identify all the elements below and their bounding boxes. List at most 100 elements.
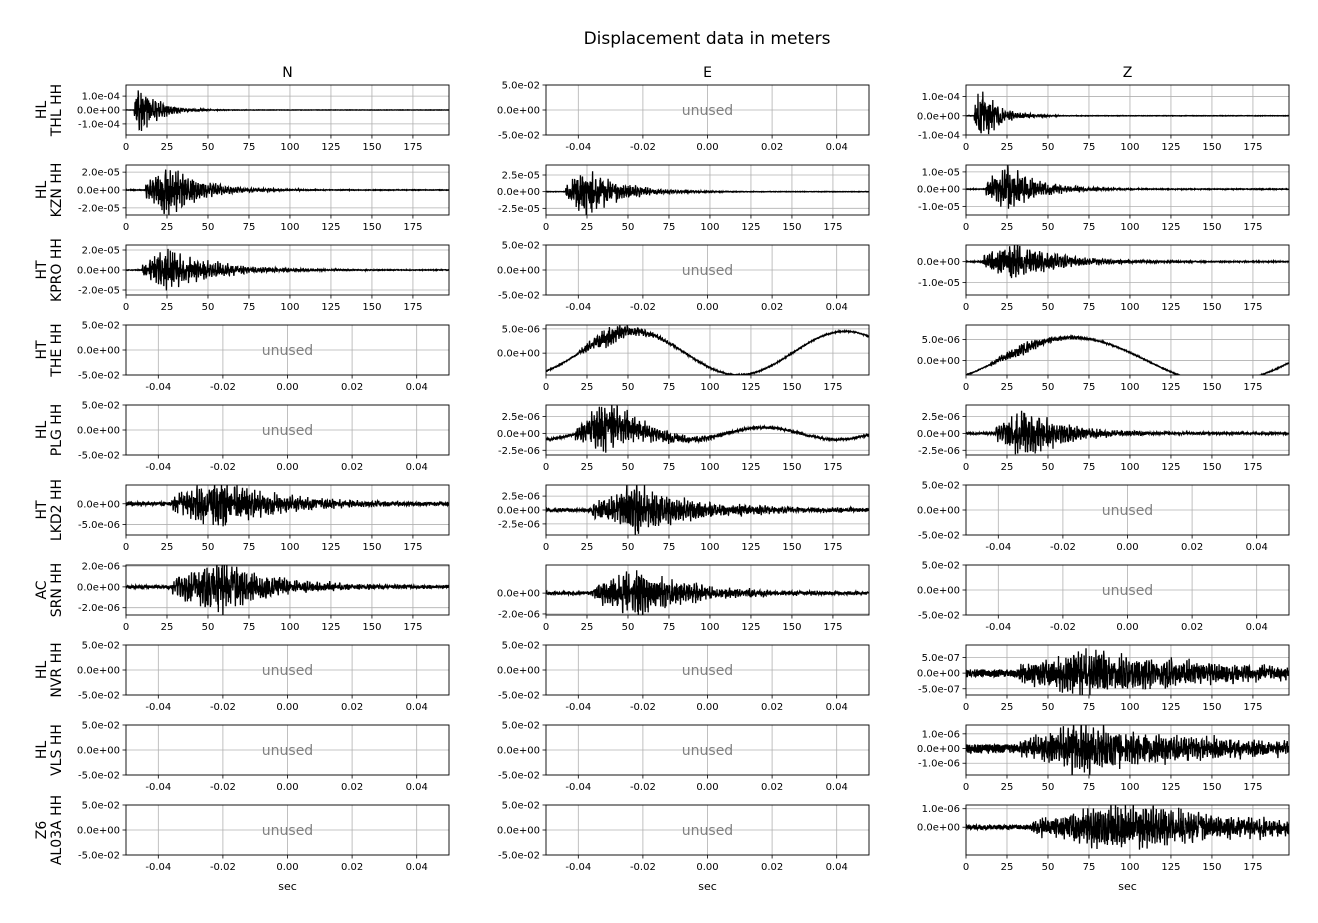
x-tick-label: -0.04 [145, 462, 171, 473]
x-tick-label: 175 [1243, 302, 1262, 313]
panel-frame [965, 164, 1290, 216]
panel-frame [545, 164, 870, 216]
waveform-trace [966, 648, 1289, 695]
row-label: ACSRN HH [34, 563, 65, 618]
y-tick-label: -2.5e-06 [498, 519, 540, 530]
x-tick-label: 25 [581, 462, 594, 473]
y-tick-label: 0.0e+00 [497, 589, 540, 600]
x-tick-label: 150 [1202, 702, 1221, 713]
x-tick-label: 125 [741, 462, 760, 473]
x-tick-label: 0.02 [761, 302, 783, 313]
x-tick-label: 50 [202, 142, 215, 153]
x-tick-label: 50 [1042, 382, 1055, 393]
trace-panel: 0 25 50 75 100 125 150 175 0.0e+00 -5.0e-06 [77, 484, 450, 553]
x-tick-label: 150 [782, 222, 801, 233]
x-tick-label: 0.02 [761, 142, 783, 153]
x-tick-label: 0.04 [1246, 542, 1268, 553]
x-tick-label: 125 [1161, 782, 1180, 793]
trace-panel: 0 25 50 75 100 125 150 175 0.0e+00 -1.0e-05 [917, 244, 1290, 313]
row-label-line: KZN HH [49, 163, 65, 218]
x-tick-label: 175 [1243, 382, 1262, 393]
y-tick-label: 1.0e-04 [82, 92, 120, 103]
x-tick-label: -0.04 [985, 622, 1011, 633]
y-tick-label: 5.0e-02 [502, 801, 540, 812]
x-tick-label: 175 [1243, 782, 1262, 793]
waveform-trace [966, 245, 1289, 279]
row-label: HLNVR HH [34, 642, 65, 697]
x-tick-label: 75 [243, 222, 256, 233]
y-tick-label: 0.0e+00 [497, 429, 540, 440]
x-tick-label: 25 [1001, 462, 1014, 473]
y-tick-label: -5.0e-02 [78, 451, 120, 462]
y-tick-label: 5.0e-02 [82, 321, 120, 332]
x-tick-label: 150 [362, 542, 381, 553]
waveform-trace [126, 90, 449, 132]
x-tick-label: -0.04 [985, 542, 1011, 553]
x-tick-label: 0.00 [276, 702, 298, 713]
x-tick-label: 0 [963, 142, 969, 153]
unused-label: unused [682, 663, 733, 679]
x-tick-label: 150 [1202, 862, 1221, 873]
column-title-n: N [282, 65, 292, 81]
x-tick-label: 125 [1161, 222, 1180, 233]
x-tick-label: 100 [1120, 222, 1139, 233]
x-axis-label: sec [1118, 880, 1137, 893]
row-label-line: THE HH [49, 323, 65, 377]
trace-panel: 0 25 50 75 100 125 150 175 2.5e-06 0.0e+00 -2.5e-0… [497, 484, 870, 553]
x-tick-label: 25 [581, 382, 594, 393]
y-tick-label: 1.0e-06 [922, 804, 960, 815]
x-tick-label: 125 [1161, 862, 1180, 873]
y-tick-label: 0.0e+00 [77, 186, 120, 197]
unused-panel: unused -0.04 -0.02 0.00 0.02 0.04 5.0e-02 0.0e+… [497, 721, 870, 793]
x-tick-label: 175 [403, 222, 422, 233]
x-tick-label: 175 [823, 222, 842, 233]
x-tick-label: 0.00 [1116, 622, 1138, 633]
panel-frame [545, 404, 870, 456]
x-tick-label: 175 [1243, 462, 1262, 473]
unused-label: unused [682, 103, 733, 119]
y-tick-label: 1.0e-06 [922, 729, 960, 740]
y-tick-label: 0.0e+00 [917, 429, 960, 440]
x-tick-label: 0.02 [761, 702, 783, 713]
y-tick-label: -1.0e-05 [918, 278, 960, 289]
trace-panel: 0 25 50 75 100 125 150 175 2.5e-05 0.0e+00 -2.5e-0… [497, 164, 870, 233]
x-tick-label: -0.04 [145, 782, 171, 793]
x-tick-label: 25 [581, 542, 594, 553]
x-tick-label: 50 [1042, 782, 1055, 793]
trace-panel: 0 25 50 75 100 125 150 175 1.0e-05 0.0e+00 -1.0e-0… [917, 164, 1290, 233]
y-tick-label: -2.5e-05 [498, 204, 540, 215]
x-tick-label: 100 [700, 542, 719, 553]
x-tick-label: 0.00 [696, 862, 718, 873]
trace-panel: 0 25 50 75 100 125 150 175 5.0e-07 0.0e+00 -5.0e-0… [917, 644, 1290, 713]
y-tick-label: 5.0e-02 [502, 241, 540, 252]
x-tick-label: 25 [1001, 382, 1014, 393]
x-tick-label: 0 [963, 382, 969, 393]
y-tick-label: 5.0e-02 [502, 641, 540, 652]
unused-panel: unused -0.04 -0.02 0.00 0.02 0.04 5.0e-02 0.0e+… [77, 321, 450, 393]
x-tick-label: -0.02 [630, 782, 656, 793]
row-label: HLTHL HH [34, 84, 65, 137]
x-tick-label: 0.02 [341, 382, 363, 393]
x-tick-label: 150 [782, 382, 801, 393]
x-tick-label: 100 [280, 542, 299, 553]
x-tick-label: 125 [1161, 462, 1180, 473]
x-tick-label: 175 [403, 542, 422, 553]
x-tick-label: 150 [1202, 222, 1221, 233]
unused-panel: unused -0.04 -0.02 0.00 0.02 0.04 5.0e-02 0.0e+… [497, 801, 870, 893]
y-tick-label: -1.0e-04 [918, 131, 960, 142]
y-tick-label: -5.0e-02 [498, 131, 540, 142]
x-tick-label: 150 [1202, 462, 1221, 473]
x-tick-label: 0.02 [1181, 542, 1203, 553]
y-tick-label: 5.0e-02 [82, 801, 120, 812]
y-tick-label: 2.5e-05 [502, 171, 540, 182]
waveform-trace [966, 334, 1289, 375]
y-tick-label: 0.0e+00 [917, 185, 960, 196]
x-tick-label: 175 [823, 462, 842, 473]
y-tick-label: -5.0e-02 [78, 691, 120, 702]
trace-panel: 0 25 50 75 100 125 150 175 2.5e-06 0.0e+00 -2.5e-0… [497, 404, 870, 473]
x-tick-label: 0.04 [406, 782, 428, 793]
panel-frame [545, 564, 870, 616]
y-tick-label: 2.0e-05 [82, 246, 120, 257]
row-label-line: LKD2 HH [49, 479, 65, 541]
